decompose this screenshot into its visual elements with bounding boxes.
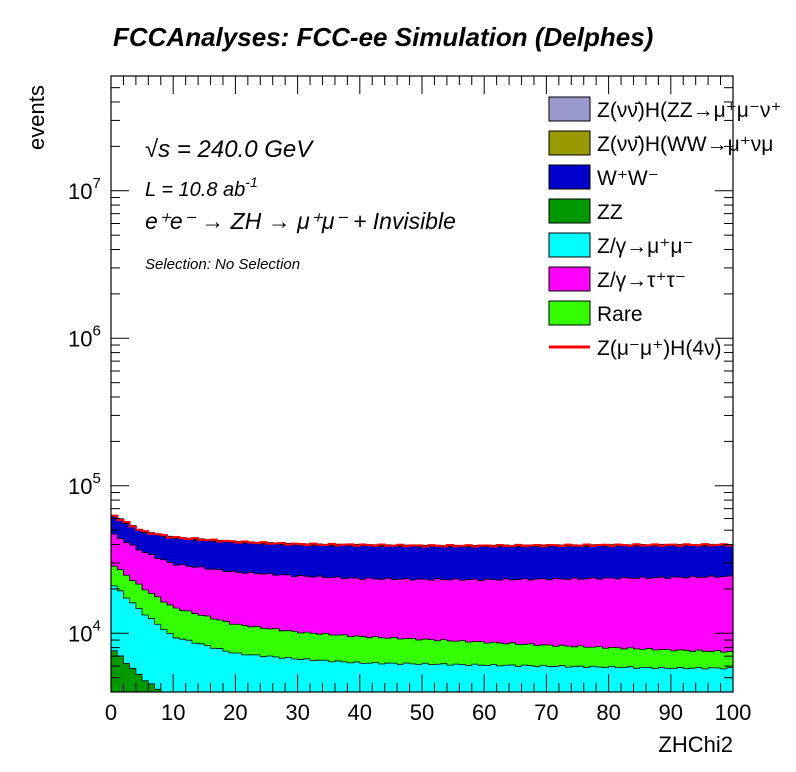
x-tick-label: 40 (348, 700, 372, 725)
legend-swatch (548, 96, 591, 122)
legend-label: W⁺W⁻ (597, 167, 659, 190)
stack-layer (111, 514, 733, 692)
signal-line (111, 514, 733, 548)
legend-label: Z/γ→μ⁺μ⁻ (597, 235, 694, 258)
y-tick-label: 106 (68, 322, 101, 351)
legend-label: ZZ (597, 201, 623, 224)
legend: Z(νν̄)H(ZZ→μ⁺μ⁻ν⁺ Z(νν̄)H(WW→μ⁺νμ W⁺W⁻ ZZ Z/… (548, 96, 782, 360)
legend-swatch (548, 130, 591, 156)
legend-swatch (548, 164, 591, 190)
signal-layer (111, 514, 733, 548)
lumi-text: L = 10.8 ab (145, 179, 245, 201)
ticks-layer: 0 10 20 30 40 50 60 70 80 90 100 104 105 106 107 (68, 75, 752, 725)
chart-title: FCCAnalyses: FCC-ee Simulation (Delphes) (113, 22, 653, 52)
legend-label: Rare (597, 303, 643, 326)
selection-annotation: Selection: No Selection (145, 256, 300, 273)
x-tick-label: 100 (715, 700, 752, 725)
x-tick-label: 90 (659, 700, 683, 725)
x-tick-label: 30 (285, 700, 309, 725)
y-tick-label: 104 (68, 617, 101, 646)
x-tick-label: 10 (161, 700, 185, 725)
legend-label: Z(νν̄)H(WW→μ⁺νμ (597, 133, 773, 156)
stack-area-00ffff (111, 585, 733, 692)
legend-swatch (548, 300, 591, 326)
legend-swatch (548, 198, 591, 224)
lumi-annotation: L = 10.8 ab-1 (145, 174, 258, 201)
y-tick-label: 105 (68, 470, 101, 499)
x-tick-label: 60 (472, 700, 496, 725)
lumi-exponent: -1 (245, 174, 257, 190)
x-tick-label: 80 (596, 700, 620, 725)
process-annotation: e⁺e⁻ → ZH → μ⁺μ⁻ + Invisible (145, 208, 456, 234)
x-tick-label: 0 (105, 700, 117, 725)
legend-label: Z/γ→τ⁺τ⁻ (597, 269, 686, 292)
y-axis-label: events (24, 85, 49, 150)
svg-text:√s = 240.0 GeV: √s = 240.0 GeV (145, 136, 314, 163)
energy-annotation: √s = 240.0 GeV (145, 136, 314, 163)
legend-swatch (548, 232, 591, 258)
legend-label: Z(νν̄)H(ZZ→μ⁺μ⁻ν⁺ (597, 99, 782, 122)
energy-value: = 240.0 GeV (170, 136, 314, 163)
x-tick-label: 70 (534, 700, 558, 725)
x-tick-label: 50 (410, 700, 434, 725)
x-tick-label: 20 (223, 700, 247, 725)
legend-label: Z(μ⁻μ⁺)H(4ν) (597, 337, 722, 360)
x-axis-label: ZHChi2 (658, 732, 733, 757)
y-tick-label: 107 (68, 175, 101, 204)
legend-swatch (548, 266, 591, 292)
sqrt-s-symbol: √s (145, 136, 170, 163)
